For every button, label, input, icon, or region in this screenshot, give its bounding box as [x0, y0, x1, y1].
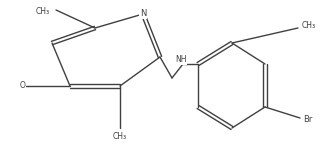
Text: CH₃: CH₃	[113, 132, 127, 141]
Text: CH₃: CH₃	[302, 21, 316, 29]
Text: Br: Br	[303, 114, 312, 124]
Text: O: O	[20, 82, 26, 90]
Text: NH: NH	[175, 56, 187, 64]
Text: CH₃: CH₃	[36, 8, 50, 16]
Text: N: N	[140, 10, 146, 19]
